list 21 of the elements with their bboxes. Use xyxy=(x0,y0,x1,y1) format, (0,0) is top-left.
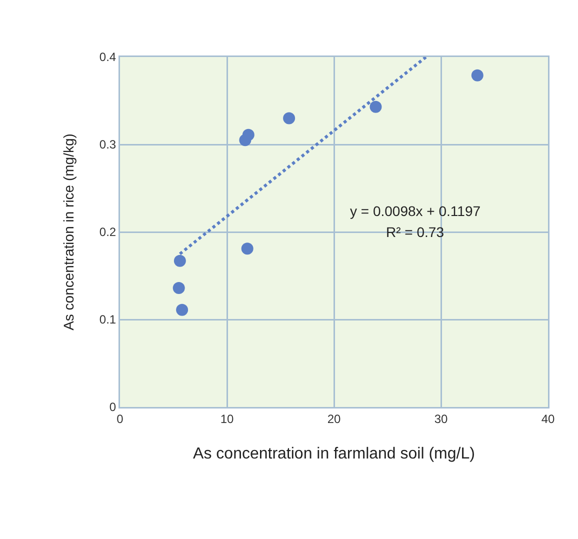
point xyxy=(283,112,296,124)
point xyxy=(370,100,382,113)
y-tick-label: 0.3 xyxy=(99,138,116,152)
y-tick-label: 0.2 xyxy=(99,225,116,240)
y-tick-label: 0.1 xyxy=(99,312,116,327)
x-tick-label: 20 xyxy=(327,412,341,426)
point xyxy=(172,282,185,294)
point xyxy=(471,69,484,82)
point xyxy=(174,254,186,267)
x-tick-label: 10 xyxy=(220,412,234,426)
point xyxy=(241,242,254,255)
point xyxy=(176,304,188,316)
y-tick-label: 0 xyxy=(109,400,116,414)
annotation: R² = 0.73 xyxy=(386,224,444,240)
annotation: y = 0.0098x + 0.1197 xyxy=(350,203,481,219)
x-tick-label: 30 xyxy=(434,412,448,426)
y-axis-title: As concentration in rice (mg/kg) xyxy=(60,134,76,330)
x-tick-label: 40 xyxy=(541,412,555,426)
y-tick-label: 0.4 xyxy=(99,50,116,64)
point xyxy=(242,128,254,141)
x-axis-title: As concentration in farmland soil (mg/L) xyxy=(193,445,475,462)
